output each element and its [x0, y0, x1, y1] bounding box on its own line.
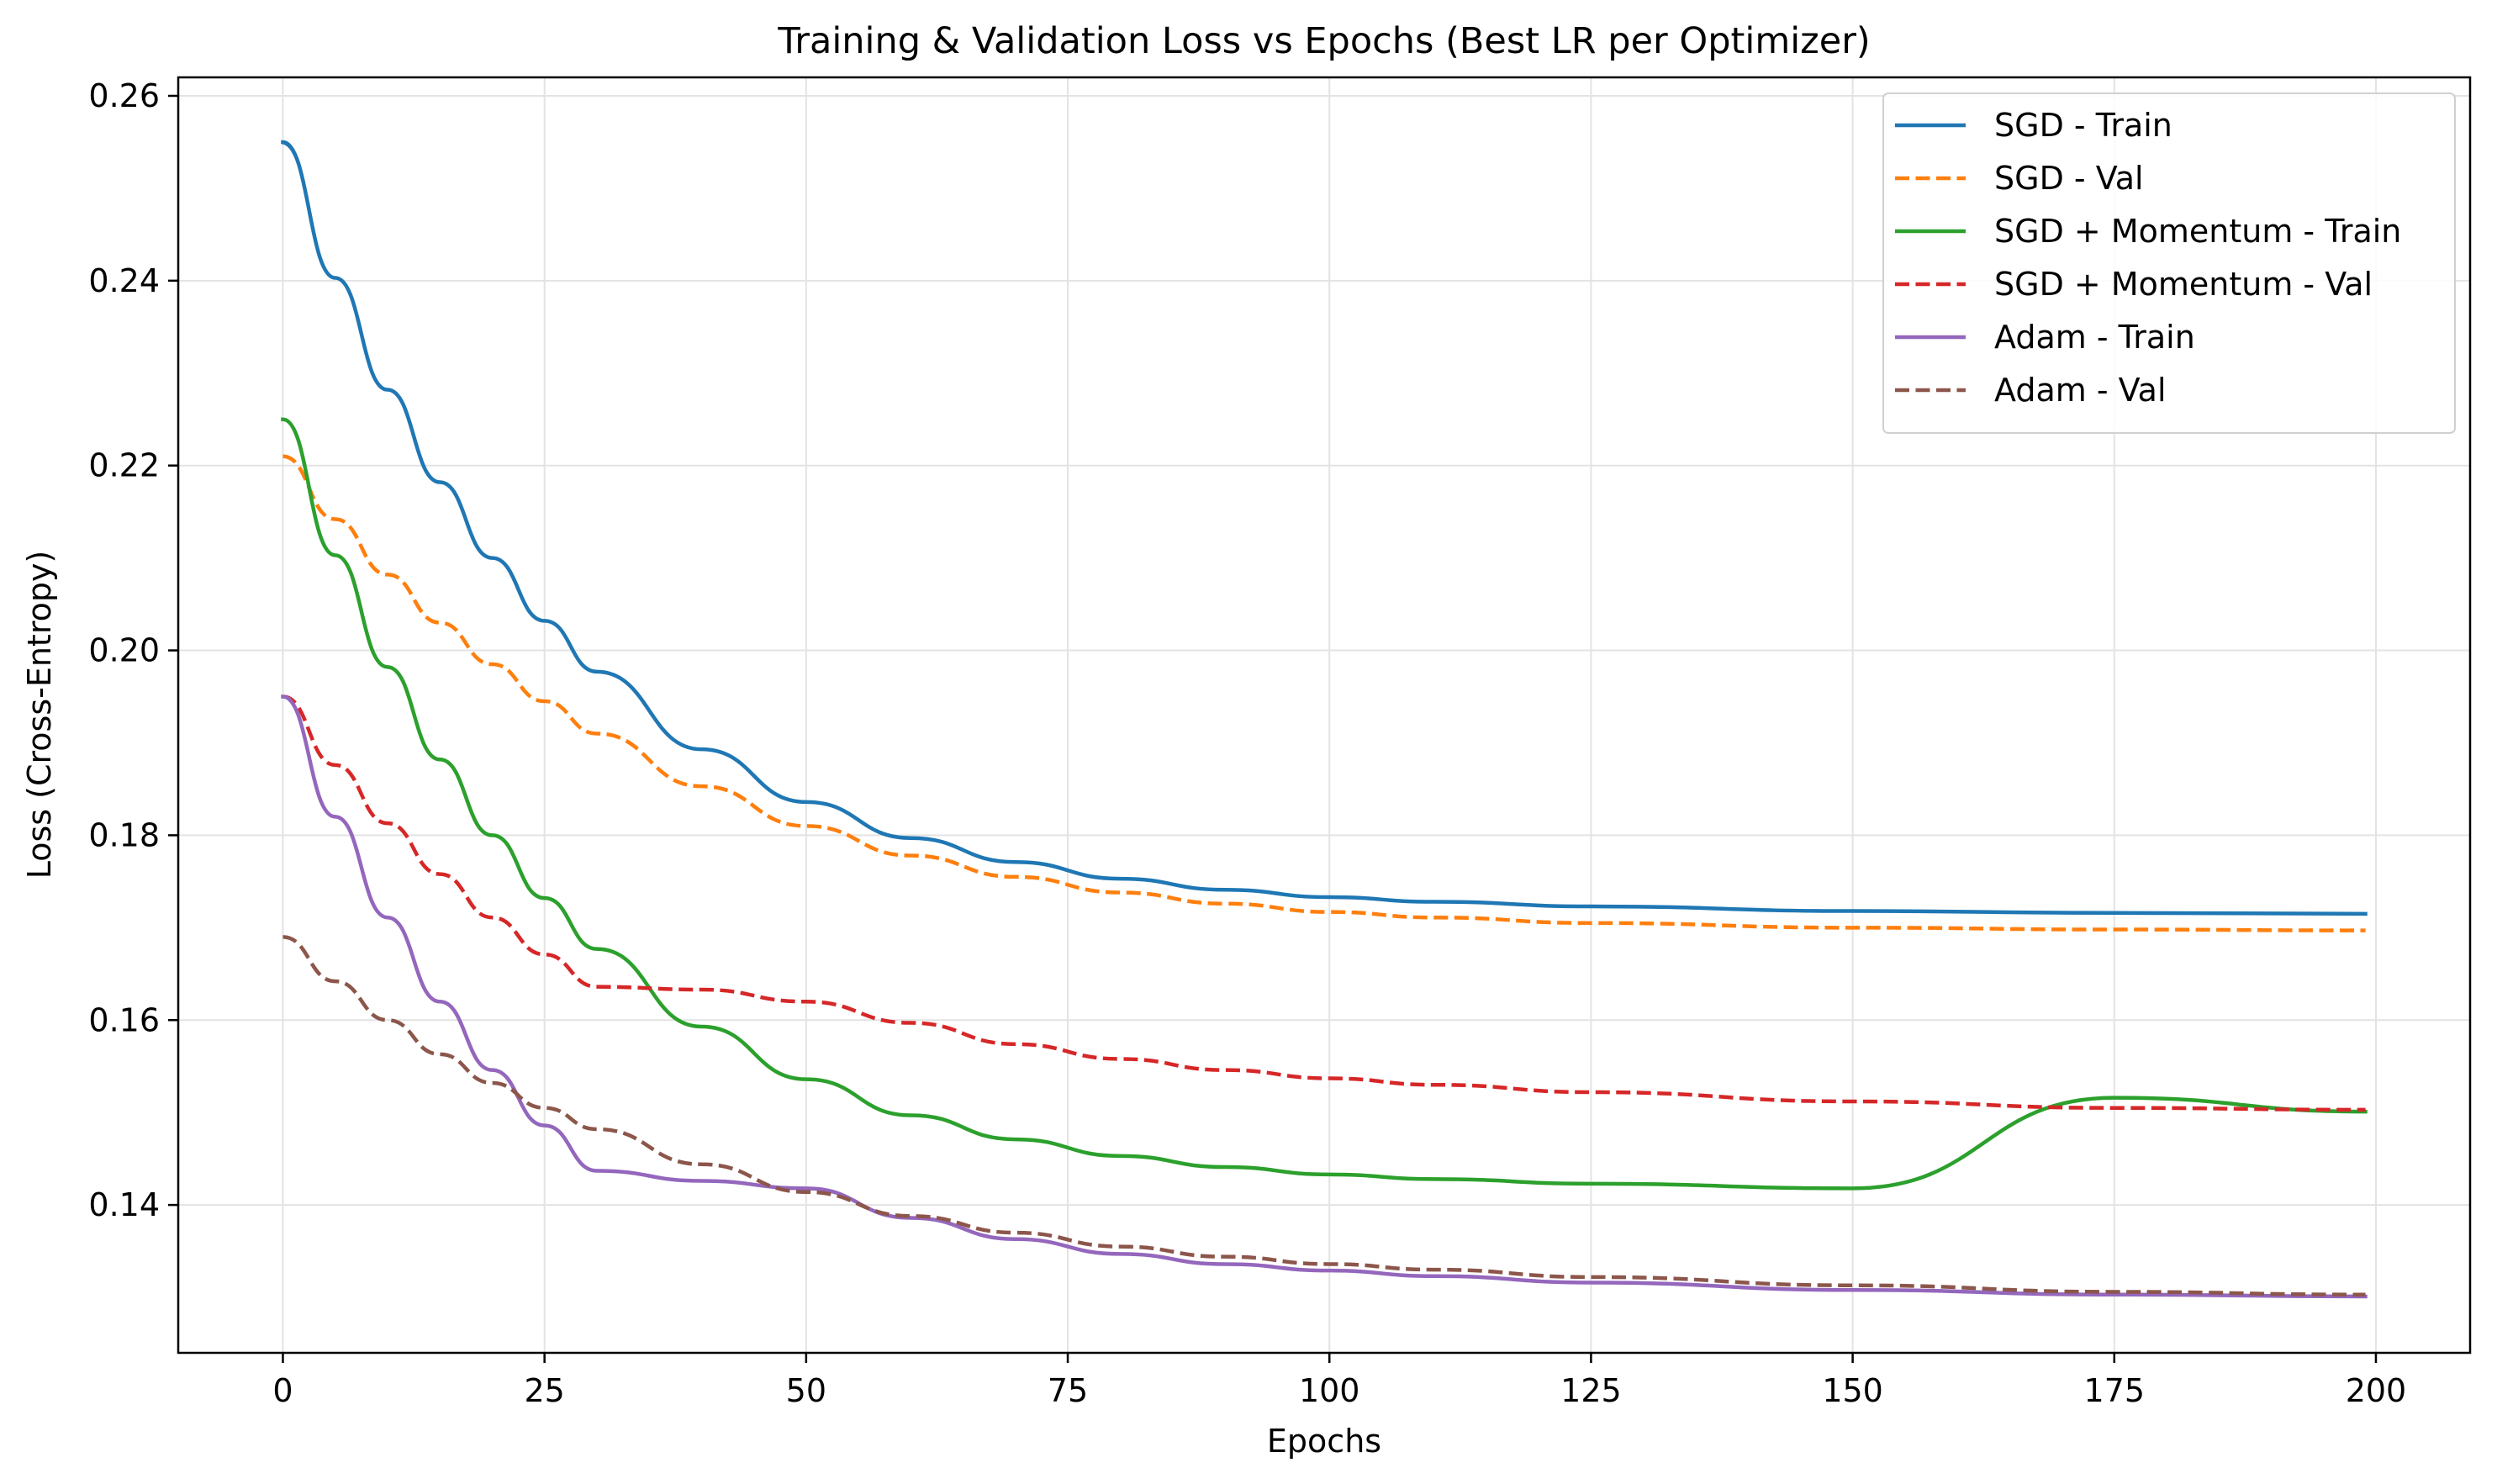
series-line-3 — [281, 417, 2368, 1191]
legend-label: SGD + Momentum - Train — [1994, 213, 2401, 250]
series-line-2 — [282, 454, 2366, 932]
y-axis-label: Loss (Cross-Entropy) — [21, 551, 58, 879]
y-tick-label: 0.22 — [88, 447, 160, 484]
series-line-5 — [281, 694, 2368, 1299]
x-tick-label: 25 — [524, 1372, 564, 1409]
legend: SGD - Train SGD - Val SGD + Momentum - Tra… — [1882, 92, 2456, 434]
x-tick-label: 200 — [2346, 1372, 2407, 1409]
series-line-4 — [282, 694, 2366, 1112]
series-line-1 — [281, 140, 2368, 916]
y-tick-label: 0.24 — [88, 262, 160, 299]
x-tick-label: 100 — [1299, 1372, 1360, 1409]
y-tick-label: 0.18 — [88, 816, 160, 853]
plot-area-frame — [177, 76, 2472, 1355]
x-axis-label: Epochs — [1267, 1423, 1381, 1460]
y-tick-label: 0.26 — [88, 77, 160, 114]
x-tick-label: 0 — [272, 1372, 293, 1409]
y-tick-label: 0.20 — [88, 632, 160, 669]
legend-label: Adam - Val — [1994, 372, 2167, 409]
legend-label: SGD - Val — [1994, 160, 2144, 197]
x-tick-label: 150 — [1822, 1372, 1883, 1409]
legend-label: SGD - Train — [1994, 107, 2172, 144]
y-tick-label: 0.14 — [88, 1186, 160, 1223]
y-tick-label: 0.16 — [88, 1001, 160, 1038]
x-tick-label: 125 — [1560, 1372, 1622, 1409]
x-tick-label: 175 — [2084, 1372, 2146, 1409]
series-line-6 — [282, 935, 2366, 1297]
axis-ticks: 0 25 50 75 100 125 150 175 200 0.14 0.16 0.18 0.20 0.… — [88, 77, 2406, 1409]
legend-label: Adam - Train — [1994, 319, 2195, 356]
legend-box — [1882, 92, 2456, 434]
plot-lines — [281, 140, 2368, 1299]
chart-title: Training & Validation Loss vs Epochs (Be… — [777, 20, 1870, 62]
x-tick-label: 75 — [1048, 1372, 1088, 1409]
x-tick-label: 50 — [786, 1372, 826, 1409]
legend-label: SGD + Momentum - Val — [1994, 266, 2373, 303]
